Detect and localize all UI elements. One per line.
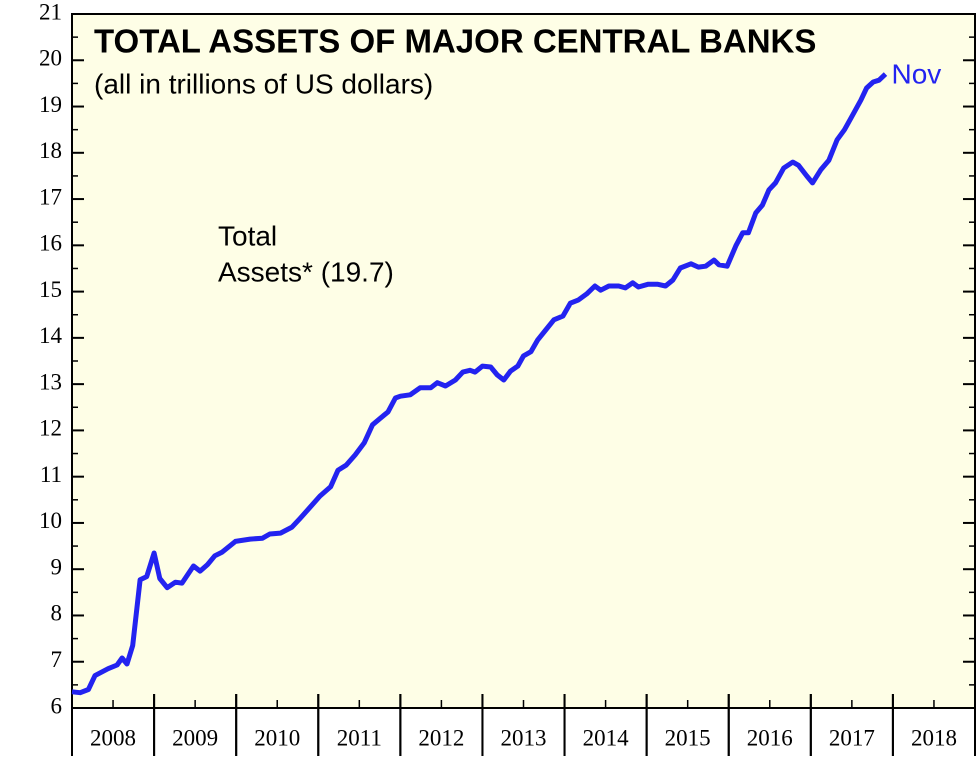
x-tick-label: 2016 <box>747 725 793 750</box>
y-tick-label: 21 <box>39 0 62 24</box>
y-tick-label: 11 <box>40 462 62 487</box>
y-tick-label: 19 <box>39 92 62 117</box>
y-tick-label: 6 <box>51 693 63 718</box>
y-tick-label: 13 <box>39 369 62 394</box>
x-tick-label: 2009 <box>172 725 218 750</box>
x-tick-label: 2012 <box>418 725 464 750</box>
x-tick-label: 2008 <box>90 725 136 750</box>
y-tick-label: 8 <box>51 601 63 626</box>
y-tick-label: 9 <box>51 554 63 579</box>
annotation: Total <box>218 220 277 251</box>
chart-subtitle: (all in trillions of US dollars) <box>94 68 433 99</box>
y-tick-label: 12 <box>39 416 62 441</box>
y-tick-label: 16 <box>39 231 62 256</box>
x-tick-label: 2013 <box>501 725 547 750</box>
y-tick-label: 17 <box>39 184 62 209</box>
x-tick-label: 2014 <box>583 725 630 750</box>
x-tick-label: 2010 <box>254 725 300 750</box>
y-tick-label: 15 <box>39 277 62 302</box>
y-tick-label: 20 <box>39 46 62 71</box>
data-line <box>71 72 888 696</box>
end-label: Nov <box>892 59 942 90</box>
x-tick-label: 2011 <box>337 725 382 750</box>
x-tick-label: 2018 <box>911 725 957 750</box>
y-tick-label: 18 <box>39 138 62 163</box>
y-tick-label: 7 <box>51 647 63 672</box>
y-tick-label: 14 <box>39 323 63 348</box>
annotation: Assets* (19.7) <box>218 256 394 287</box>
x-tick-label: 2017 <box>829 725 875 750</box>
y-tick-label: 10 <box>39 508 62 533</box>
chart-title: TOTAL ASSETS OF MAJOR CENTRAL BANKS <box>94 23 816 60</box>
x-tick-label: 2015 <box>665 725 711 750</box>
